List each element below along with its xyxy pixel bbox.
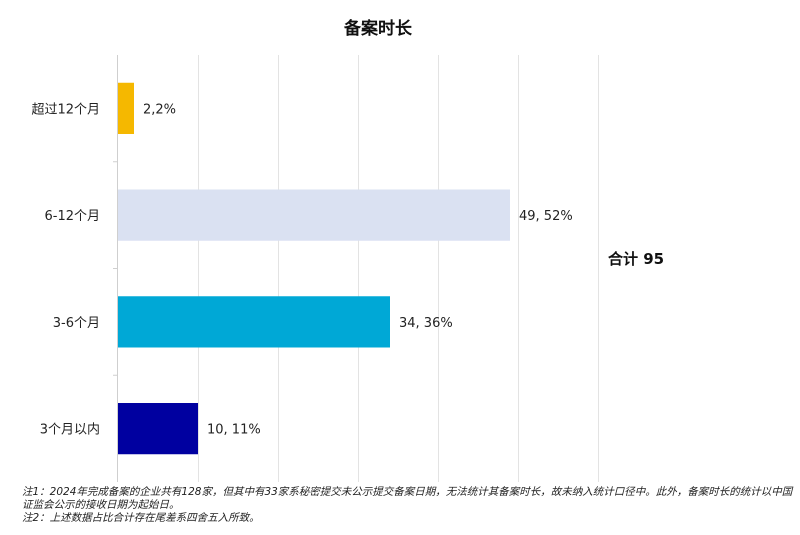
data-label: 49, 52%	[519, 209, 573, 224]
bar-chart: 备案时长 超过12个月 2,2% 6-12个月 49, 52% 3-6个月 34, 36%…	[31, 18, 664, 482]
bar	[118, 82, 134, 134]
chart-title: 备案时长	[343, 18, 413, 39]
gridlines	[198, 55, 599, 482]
footnote-1: 注1：2024年完成备案的企业共有128家，但其中有33家系秘密提交未公示提交备…	[22, 486, 793, 511]
bar	[118, 403, 198, 455]
total-annotation: 合计 95	[607, 250, 664, 268]
category-label: 6-12个月	[44, 209, 100, 224]
footnote-2: 注2：上述数据占比合计存在尾差系四舍五入所致。	[22, 512, 260, 524]
bar	[118, 296, 390, 348]
category-label: 超过12个月	[31, 102, 100, 117]
bars: 超过12个月 2,2% 6-12个月 49, 52% 3-6个月 34, 36% 3个月以内…	[31, 82, 573, 455]
footnotes: 注1：2024年完成备案的企业共有128家，但其中有33家系秘密提交未公示提交备…	[22, 486, 794, 525]
data-label: 34, 36%	[399, 316, 453, 331]
data-label: 10, 11%	[207, 423, 261, 438]
category-label: 3个月以内	[40, 422, 100, 438]
category-label: 3-6个月	[53, 316, 100, 331]
bar	[118, 189, 510, 241]
data-label: 2,2%	[143, 102, 176, 117]
